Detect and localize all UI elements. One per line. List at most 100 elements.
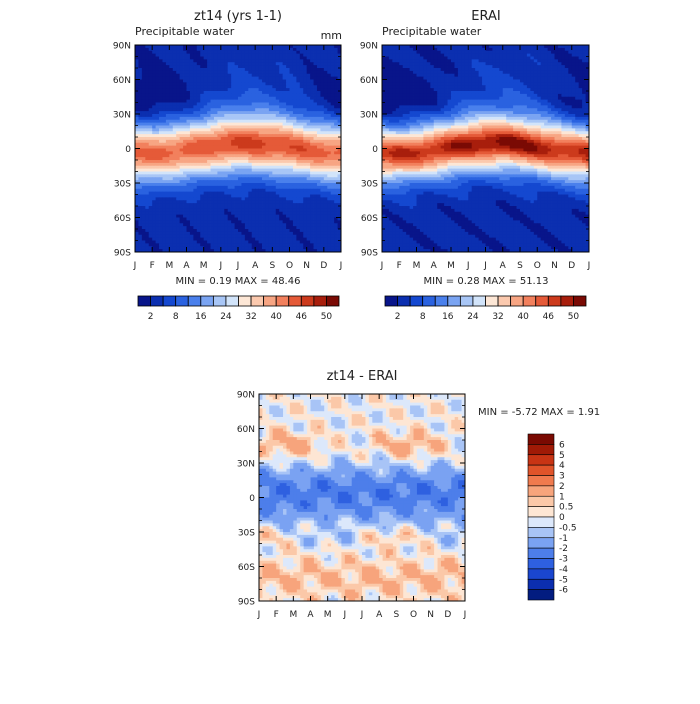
field-cell xyxy=(420,65,424,68)
y-tick-label: 60S xyxy=(114,214,131,224)
field-cell xyxy=(197,192,201,195)
field-cell xyxy=(320,91,324,94)
field-cell xyxy=(221,77,225,80)
field-cell xyxy=(255,226,259,229)
field-cell xyxy=(183,212,187,215)
field-cell xyxy=(200,157,204,160)
field-cell xyxy=(214,160,218,163)
field-cell xyxy=(248,203,252,206)
field-cell xyxy=(513,59,517,62)
field-cell xyxy=(307,209,311,212)
field-cell xyxy=(283,149,287,152)
field-cell xyxy=(190,126,194,129)
field-cell xyxy=(238,180,242,183)
field-cell xyxy=(183,128,187,131)
field-cell xyxy=(135,143,139,146)
field-cell xyxy=(320,71,324,74)
field-cell xyxy=(252,209,256,212)
field-cell xyxy=(180,94,184,97)
field-cell xyxy=(255,85,259,88)
field-cell xyxy=(166,117,170,120)
field-cell xyxy=(187,91,191,94)
field-cell xyxy=(159,120,163,123)
field-cell xyxy=(231,220,235,223)
field-cell xyxy=(142,232,146,235)
field-cell xyxy=(269,209,273,212)
field-cell xyxy=(255,131,259,134)
field-cell xyxy=(135,71,139,74)
field-cell xyxy=(173,77,177,80)
field-cell xyxy=(327,105,331,108)
field-cell xyxy=(252,200,256,203)
field-cell xyxy=(303,174,307,177)
field-cell xyxy=(197,111,201,114)
field-cell xyxy=(413,65,417,68)
field-cell xyxy=(262,203,266,206)
field-cell xyxy=(248,215,252,218)
field-cell xyxy=(290,246,294,249)
field-cell xyxy=(276,65,280,68)
field-cell xyxy=(565,51,569,54)
field-cell xyxy=(214,195,218,198)
field-cell xyxy=(303,128,307,131)
field-cell xyxy=(293,154,297,157)
field-cell xyxy=(190,203,194,206)
field-cell xyxy=(475,51,479,54)
field-cell xyxy=(176,137,180,140)
field-cell xyxy=(162,243,166,246)
field-cell xyxy=(207,71,211,74)
field-cell xyxy=(238,128,242,131)
field-cell xyxy=(544,54,548,57)
field-cell xyxy=(327,85,331,88)
field-cell xyxy=(317,114,321,117)
field-cell xyxy=(166,223,170,226)
field-cell xyxy=(145,238,149,241)
field-cell xyxy=(303,54,307,57)
field-cell xyxy=(224,137,228,140)
field-cell xyxy=(204,85,208,88)
field-cell xyxy=(290,123,294,126)
field-cell xyxy=(296,48,300,51)
field-cell xyxy=(156,163,160,166)
field-cell xyxy=(149,123,153,126)
field-cell xyxy=(334,108,338,111)
field-cell xyxy=(314,197,318,200)
field-cell xyxy=(145,212,149,215)
field-cell xyxy=(496,57,500,60)
field-cell xyxy=(307,174,311,177)
field-cell xyxy=(396,54,400,57)
field-cell xyxy=(558,54,562,57)
field-cell xyxy=(231,151,235,154)
field-cell xyxy=(169,218,173,221)
field-cell xyxy=(173,212,177,215)
field-cell xyxy=(193,151,197,154)
field-cell xyxy=(303,241,307,244)
field-cell xyxy=(142,192,146,195)
field-cell xyxy=(207,151,211,154)
field-cell xyxy=(152,128,156,131)
field-cell xyxy=(262,108,266,111)
field-cell xyxy=(314,114,318,117)
field-cell xyxy=(221,174,225,177)
field-cell xyxy=(169,186,173,189)
field-cell xyxy=(135,241,139,244)
field-cell xyxy=(193,160,197,163)
field-cell xyxy=(200,62,204,65)
field-cell xyxy=(176,169,180,172)
field-cell xyxy=(262,82,266,85)
field-cell xyxy=(262,68,266,71)
field-cell xyxy=(241,65,245,68)
field-cell xyxy=(303,62,307,65)
field-cell xyxy=(135,189,139,192)
field-cell xyxy=(324,94,328,97)
field-cell xyxy=(149,174,153,177)
field-cell xyxy=(245,183,249,186)
field-cell xyxy=(269,241,273,244)
field-cell xyxy=(307,65,311,68)
field-cell xyxy=(193,137,197,140)
field-cell xyxy=(180,111,184,114)
field-cell xyxy=(245,85,249,88)
field-cell xyxy=(204,62,208,65)
field-cell xyxy=(228,88,232,91)
field-cell xyxy=(324,68,328,71)
